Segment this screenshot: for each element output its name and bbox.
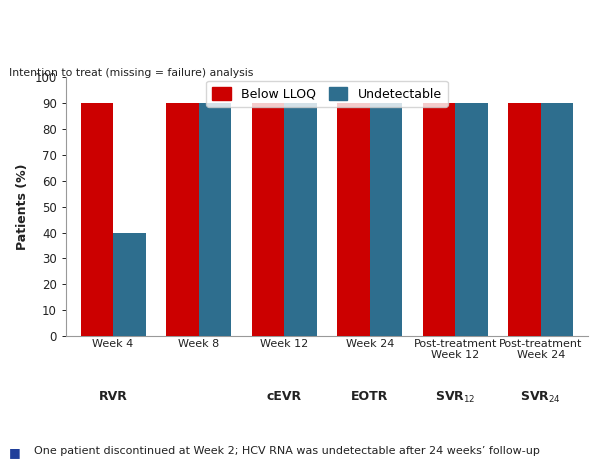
Text: Intention to treat (missing = failure) analysis: Intention to treat (missing = failure) a… [9, 68, 253, 78]
Bar [80, 103, 113, 336]
Text: Week 4: Week 4 [92, 339, 134, 348]
Bar [370, 103, 403, 336]
Text: SVR$_{12}$: SVR$_{12}$ [435, 390, 476, 405]
Bar [541, 103, 574, 336]
Y-axis label: Patients (%): Patients (%) [16, 163, 29, 250]
Text: SVR$_{24}$: SVR$_{24}$ [520, 390, 562, 405]
Text: Post-treatment
Week 24: Post-treatment Week 24 [499, 339, 583, 360]
Bar [166, 103, 199, 336]
Bar [423, 103, 455, 336]
Text: Virologic Response During and After Treatment: Virologic Response During and After Trea… [31, 22, 569, 41]
Text: RVR: RVR [98, 390, 128, 403]
Text: One patient discontinued at Week 2; HCV RNA was undetectable after 24 weeks’ fol: One patient discontinued at Week 2; HCV … [27, 446, 540, 456]
Bar [337, 103, 370, 336]
Text: ■: ■ [9, 446, 21, 459]
Text: EOTR: EOTR [351, 390, 388, 403]
Bar [113, 233, 146, 336]
Bar [251, 103, 284, 336]
Bar [508, 103, 541, 336]
Bar [199, 103, 231, 336]
Bar [455, 103, 488, 336]
Text: Week 8: Week 8 [178, 339, 219, 348]
Bar [284, 103, 317, 336]
Text: cEVR: cEVR [266, 390, 302, 403]
Legend: Below LLOQ, Undetectable: Below LLOQ, Undetectable [206, 81, 448, 107]
Text: Week 24: Week 24 [346, 339, 394, 348]
Text: Week 12: Week 12 [260, 339, 308, 348]
Text: Post-treatment
Week 12: Post-treatment Week 12 [413, 339, 497, 360]
